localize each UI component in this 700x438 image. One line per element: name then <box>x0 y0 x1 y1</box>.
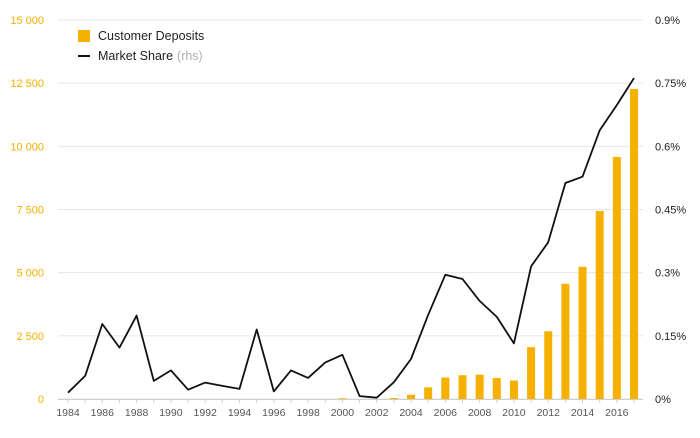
x-axis-tick-label: 2002 <box>365 407 389 419</box>
x-axis-tick-label: 1986 <box>91 407 115 419</box>
x-axis-tick-label: 1996 <box>262 407 286 419</box>
left-axis-tick-label: 10 000 <box>10 141 44 153</box>
deposit-bar <box>509 380 518 399</box>
right-axis-tick-label: 0.9% <box>655 15 680 27</box>
left-axis-tick-label: 5 000 <box>16 268 44 280</box>
right-axis-tick-label: 0% <box>655 394 671 406</box>
deposit-bar <box>544 331 553 399</box>
deposit-bar <box>561 283 570 399</box>
x-axis-tick-label: 2008 <box>468 407 492 419</box>
legend-swatch-line <box>78 55 90 57</box>
x-axis-tick-label: 1994 <box>228 407 252 419</box>
legend-item-market-share: Market Share (rhs) <box>78 46 204 66</box>
x-axis-tick-label: 2010 <box>502 407 526 419</box>
legend-label-rhs: (rhs) <box>177 49 203 63</box>
left-axis-tick-label: 2 500 <box>16 331 44 343</box>
deposit-bar <box>578 266 587 399</box>
deposit-bar <box>338 398 347 399</box>
left-axis-tick-label: 12 500 <box>10 78 44 90</box>
x-axis-tick-label: 2016 <box>605 407 629 419</box>
right-axis-tick-label: 0.15% <box>655 331 686 343</box>
deposit-bar <box>458 375 467 399</box>
deposit-bar <box>630 88 638 399</box>
x-axis-tick-label: 2000 <box>331 407 355 419</box>
x-axis-tick-label: 2004 <box>399 407 423 419</box>
x-axis-tick-label: 1992 <box>194 407 218 419</box>
deposit-bar <box>475 374 484 399</box>
x-axis-tick-label: 1990 <box>159 407 183 419</box>
right-axis-tick-label: 0.3% <box>655 268 680 280</box>
deposit-bar <box>492 378 501 399</box>
x-axis-tick-label: 1984 <box>56 407 80 419</box>
left-axis-tick-label: 7 500 <box>16 205 44 217</box>
deposit-bar <box>527 347 536 399</box>
deposit-bar <box>389 397 398 399</box>
deposit-bar <box>612 156 621 399</box>
x-axis-tick-label: 1988 <box>125 407 149 419</box>
x-axis-tick-label: 2014 <box>571 407 595 419</box>
x-axis-tick-label: 2012 <box>537 407 561 419</box>
right-axis-tick-label: 0.6% <box>655 141 680 153</box>
legend: Customer Deposits Market Share (rhs) <box>78 26 204 66</box>
legend-label-customer-deposits: Customer Deposits <box>98 29 205 43</box>
x-axis-tick-label: 2006 <box>434 407 458 419</box>
left-axis-tick-label: 0 <box>38 394 44 406</box>
market-share-line <box>67 77 635 399</box>
legend-item-customer-deposits: Customer Deposits <box>78 26 204 46</box>
deposit-bar <box>407 394 416 399</box>
legend-label-market-share: Market Share <box>98 49 174 63</box>
legend-swatch-bar <box>78 30 90 42</box>
left-axis-tick-label: 15 000 <box>10 15 44 27</box>
right-axis-tick-label: 0.45% <box>655 205 686 217</box>
deposit-bar <box>595 211 604 399</box>
deposit-bar <box>424 387 433 399</box>
x-axis-tick-label: 1998 <box>296 407 320 419</box>
right-axis-tick-label: 0.75% <box>655 78 686 90</box>
deposit-bar <box>441 377 450 399</box>
